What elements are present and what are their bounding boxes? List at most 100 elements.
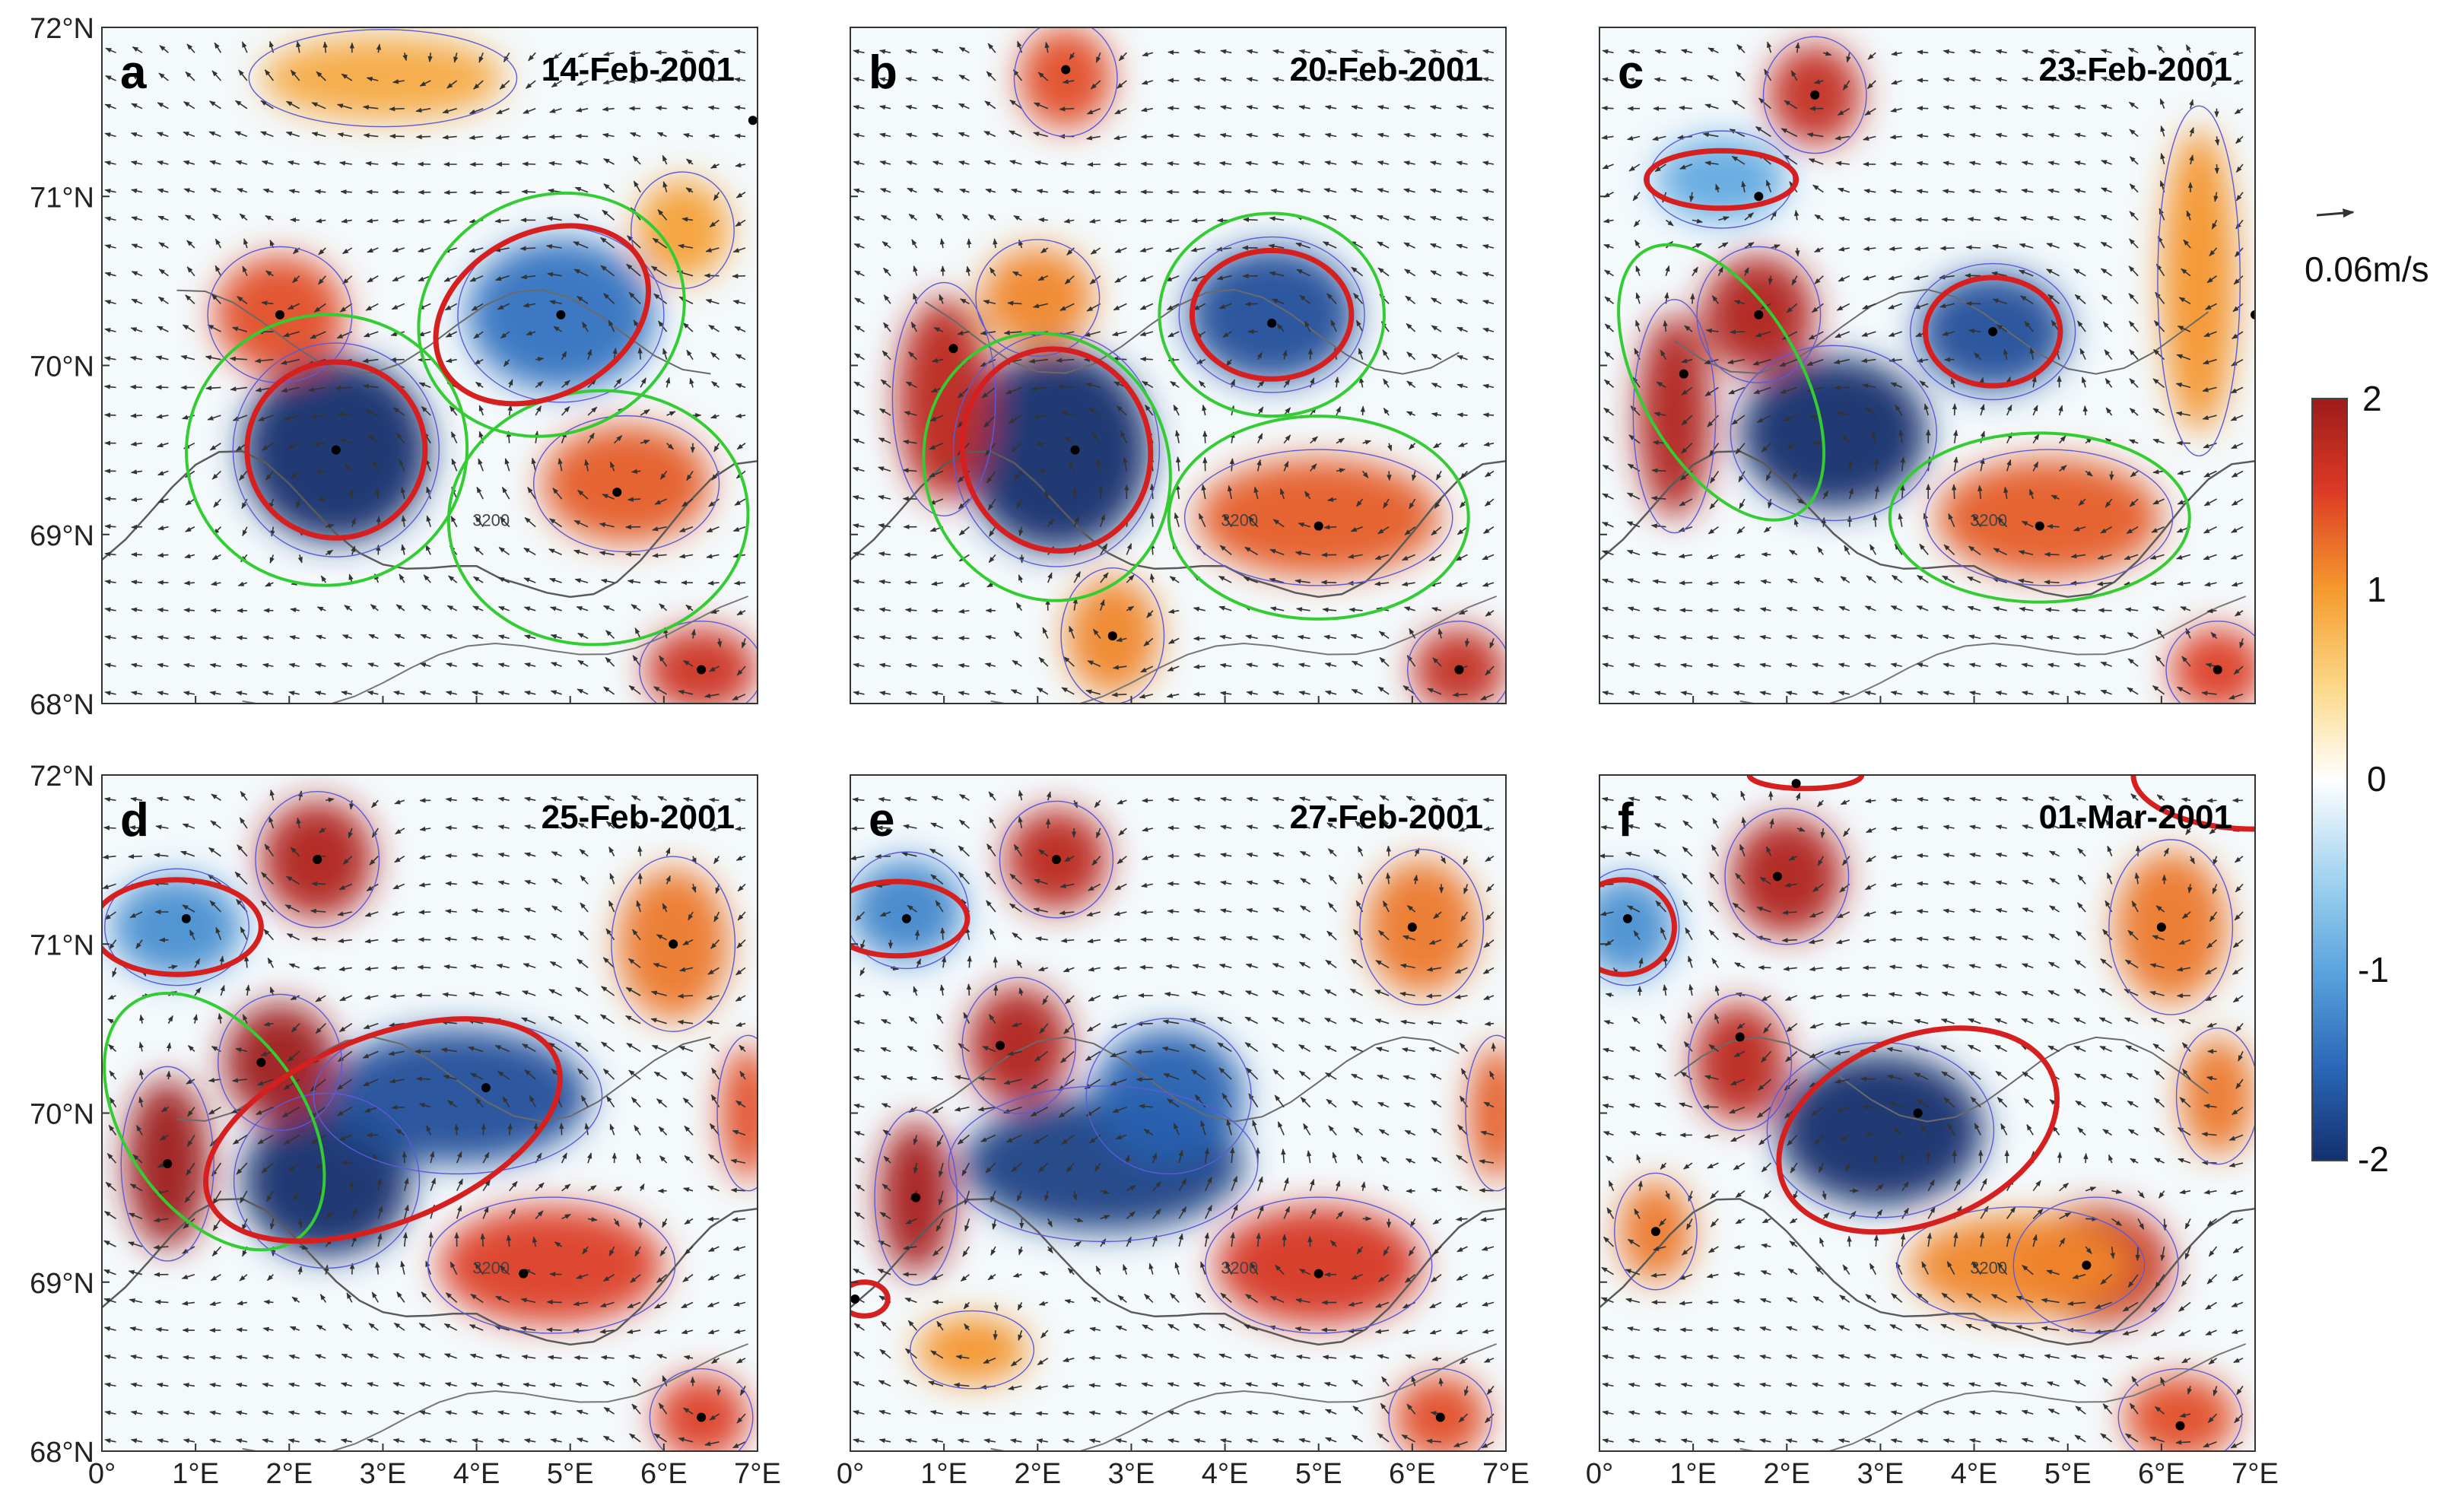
eddy-center (332, 446, 341, 455)
y-tick-label: 70°N (30, 1099, 94, 1131)
x-tick-label: 6°E (640, 1458, 688, 1490)
velocity-arrow (548, 1302, 562, 1303)
anticyclonic-eddy (1365, 859, 1478, 995)
bathymetry-label: 3200 (1221, 1259, 1258, 1278)
y-tick-label: 70°N (30, 351, 94, 383)
x-tick-label: 3°E (1857, 1458, 1904, 1490)
panel-date: 01-Mar-2001 (2039, 799, 2232, 836)
eddy-center (1810, 91, 1819, 100)
panel-date: 25-Feb-2001 (542, 799, 735, 836)
x-tick-label: 2°E (1763, 1458, 1810, 1490)
velocity-arrow (392, 967, 405, 968)
eddy-center (1754, 310, 1763, 319)
velocity-arrow (1168, 108, 1180, 109)
velocity-arrow (1406, 1191, 1415, 1192)
velocity-arrow (1761, 554, 1771, 555)
velocity-arrow (1141, 359, 1153, 360)
velocity-arrow (628, 499, 640, 500)
eddy-center (275, 310, 284, 319)
velocity-arrow (2217, 164, 2218, 173)
velocity-arrow (2085, 1154, 2086, 1163)
cyclonic-eddy (1187, 247, 1356, 383)
velocity-arrow (316, 471, 326, 472)
velocity-arrow (1834, 387, 1849, 388)
eddy-center (481, 1083, 491, 1092)
eddy-center (1052, 855, 1061, 864)
velocity-arrow (969, 984, 970, 996)
velocity-arrow (351, 1181, 352, 1191)
eddy-center (1408, 923, 1417, 932)
eddy-center (519, 1269, 528, 1279)
velocity-arrow (291, 220, 300, 221)
velocity-arrow (1680, 610, 1692, 611)
velocity-arrow (852, 828, 865, 829)
velocity-arrow (168, 1072, 169, 1080)
eddy-center (313, 855, 322, 864)
velocity-arrow (2111, 471, 2112, 480)
velocity-arrow (1205, 431, 1206, 443)
velocity-arrow (549, 136, 562, 137)
velocity-arrow (1861, 1023, 1876, 1024)
velocity-arrow (2047, 526, 2060, 527)
x-tick-label: 5°E (2044, 1458, 2092, 1490)
velocity-arrow (1917, 883, 1929, 884)
y-tick-label: 68°N (30, 1437, 94, 1469)
velocity-arrow (1892, 828, 1902, 829)
y-tick-label: 71°N (30, 182, 94, 214)
velocity-arrow (576, 136, 588, 137)
panel-date: 23-Feb-2001 (2039, 51, 2232, 88)
velocity-arrow (1849, 1236, 1850, 1247)
velocity-arrow (1168, 827, 1179, 828)
velocity-arrow (1074, 828, 1075, 837)
velocity-arrow (1245, 303, 1257, 304)
velocity-arrow (341, 1162, 352, 1163)
velocity-arrow (132, 554, 142, 555)
velocity-arrow (1140, 967, 1153, 968)
x-tick-label: 7°E (734, 1458, 781, 1490)
velocity-arrow (1142, 800, 1153, 801)
velocity-arrow (2044, 582, 2060, 583)
vector-scale-label: 0.06m/s (2305, 249, 2429, 289)
velocity-arrow (1917, 80, 1928, 81)
eddy-center (1108, 631, 1117, 640)
velocity-arrow (1284, 1234, 1285, 1247)
velocity-arrow (155, 1302, 168, 1303)
velocity-arrow (1940, 248, 1954, 249)
colorbar-bar (2312, 399, 2347, 1161)
eddy-center (902, 914, 911, 923)
velocity-arrow (708, 1218, 720, 1219)
velocity-arrow (1692, 294, 1693, 303)
eddy-center (1454, 665, 1463, 675)
velocity-arrow (1892, 799, 1902, 800)
velocity-arrow (1456, 1218, 1468, 1219)
velocity-arrow (547, 1329, 562, 1330)
x-tick-label: 6°E (1389, 1458, 1436, 1490)
velocity-arrow (132, 527, 142, 528)
anticyclonic-eddy (720, 1046, 777, 1181)
velocity-arrow (1875, 1155, 1876, 1163)
x-tick-label: 5°E (1295, 1458, 1342, 1490)
x-tick-label: 4°E (453, 1458, 500, 1490)
vector-scale: 0.06m/s (2305, 212, 2429, 289)
colorbar-tick-minus2: -2 (2358, 1139, 2389, 1179)
x-tick-label: 3°E (1108, 1458, 1155, 1490)
y-tick-label: 72°N (30, 761, 94, 793)
eddy-center (2157, 923, 2166, 932)
velocity-arrow (1205, 458, 1206, 472)
velocity-arrow (1782, 940, 1796, 941)
y-tick-label: 71°N (30, 929, 94, 961)
eddy-center (182, 914, 191, 923)
eddy-center (1736, 1032, 1745, 1041)
panel-letter: e (869, 794, 894, 847)
x-tick-label: 1°E (172, 1458, 219, 1490)
colorbar-tick-0: 0 (2367, 759, 2387, 799)
velocity-arrow (1322, 1330, 1336, 1331)
panel-date: 27-Feb-2001 (1290, 799, 1483, 836)
velocity-arrow (1954, 484, 1955, 499)
x-tick-label: 4°E (1202, 1458, 1249, 1490)
eddy-center (163, 1159, 172, 1168)
velocity-arrow (314, 967, 326, 968)
velocity-arrow (1168, 52, 1179, 53)
